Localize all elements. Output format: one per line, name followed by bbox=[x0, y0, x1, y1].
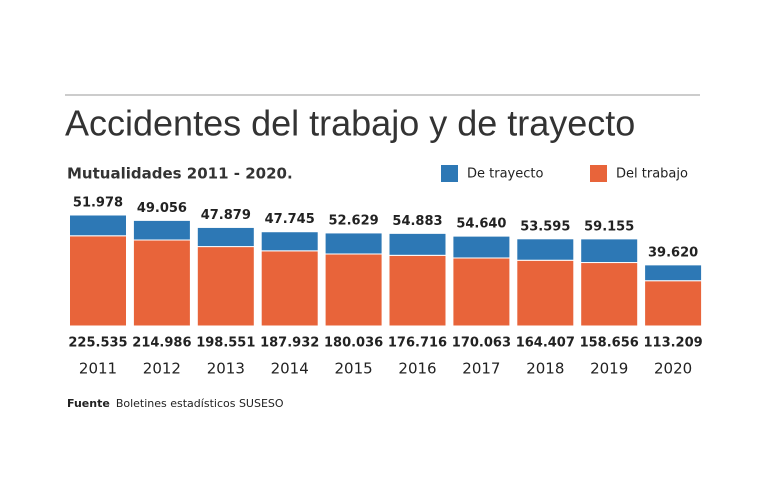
x-tick-label: 2011 bbox=[79, 360, 117, 378]
value-label: 187.932 bbox=[260, 336, 319, 351]
bar-segment bbox=[580, 238, 639, 264]
bar-segment bbox=[132, 239, 191, 327]
legend-swatch bbox=[590, 165, 607, 182]
value-label: 52.629 bbox=[329, 213, 379, 228]
value-label: 158.656 bbox=[580, 336, 639, 351]
bar-segment bbox=[132, 219, 191, 241]
legend-label: De trayecto bbox=[467, 167, 543, 182]
source-label: Fuente bbox=[67, 397, 110, 410]
value-label: 198.551 bbox=[196, 336, 255, 351]
source: Fuente Boletines estadísticos SUSESO bbox=[67, 397, 284, 410]
x-tick-label: 2015 bbox=[335, 360, 373, 378]
value-label: 39.620 bbox=[648, 245, 698, 260]
value-label: 176.716 bbox=[388, 336, 447, 351]
value-label: 47.879 bbox=[201, 208, 251, 223]
value-label: 170.063 bbox=[452, 336, 511, 351]
bar-segment bbox=[452, 257, 511, 327]
value-label: 113.209 bbox=[643, 336, 702, 351]
x-tick-label: 2020 bbox=[654, 360, 692, 378]
x-tick-label: 2013 bbox=[207, 360, 245, 378]
bar-segment bbox=[324, 253, 383, 327]
chart-title: Accidentes del trabajo y de trayecto bbox=[65, 103, 635, 144]
bar-segment bbox=[452, 235, 511, 259]
value-label: 53.595 bbox=[520, 219, 570, 234]
bar-segment bbox=[388, 254, 447, 327]
bar-segment bbox=[260, 231, 319, 252]
source-text: Boletines estadísticos SUSESO bbox=[116, 397, 284, 410]
legend-label: Del trabajo bbox=[616, 167, 688, 182]
bar-segment bbox=[644, 264, 703, 282]
value-label: 54.640 bbox=[456, 217, 506, 232]
bar-segment bbox=[516, 238, 575, 261]
bar-segment bbox=[516, 259, 575, 327]
x-tick-label: 2016 bbox=[398, 360, 436, 378]
x-tick-label: 2017 bbox=[462, 360, 500, 378]
bar-segment bbox=[324, 232, 383, 255]
value-label: 54.883 bbox=[392, 214, 442, 229]
value-label: 51.978 bbox=[73, 195, 123, 210]
bar-segment bbox=[580, 262, 639, 327]
value-label: 47.745 bbox=[265, 212, 315, 227]
bar-segment bbox=[260, 250, 319, 327]
value-label: 164.407 bbox=[516, 336, 575, 351]
value-label: 49.056 bbox=[137, 201, 187, 216]
value-label: 180.036 bbox=[324, 336, 383, 351]
bar-segment bbox=[388, 232, 447, 256]
value-label: 214.986 bbox=[132, 336, 191, 351]
bar-segment bbox=[196, 226, 255, 248]
chart-subtitle: Mutualidades 2011 - 2020. bbox=[67, 165, 293, 183]
value-label: 59.155 bbox=[584, 219, 634, 234]
x-tick-label: 2012 bbox=[143, 360, 181, 378]
x-tick-label: 2014 bbox=[271, 360, 309, 378]
bar-segment bbox=[644, 280, 703, 327]
x-tick-label: 2018 bbox=[526, 360, 564, 378]
bar-segment bbox=[69, 235, 127, 327]
bar-segment bbox=[196, 246, 255, 327]
value-label: 225.535 bbox=[68, 336, 127, 351]
bar-segment bbox=[69, 214, 127, 237]
x-tick-label: 2019 bbox=[590, 360, 628, 378]
legend-swatch bbox=[441, 165, 458, 182]
